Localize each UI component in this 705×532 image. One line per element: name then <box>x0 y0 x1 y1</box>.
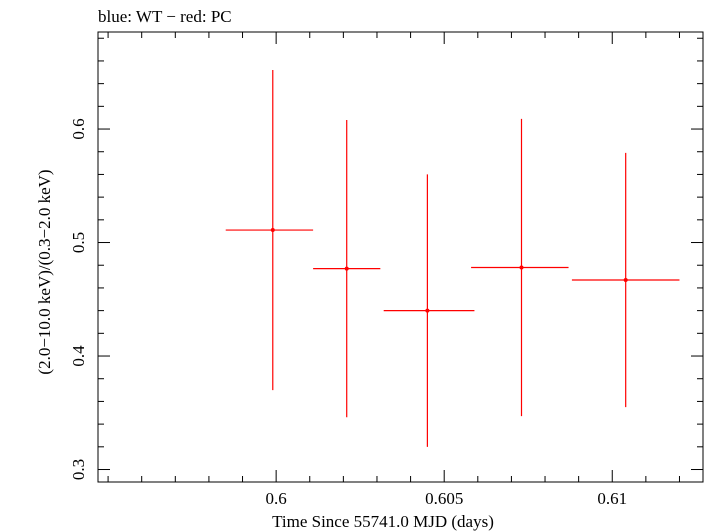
y-tick-label: 0.6 <box>69 118 88 139</box>
data-marks <box>225 70 680 447</box>
data-point <box>225 70 314 391</box>
x-axis-label: Time Since 55741.0 MJD (days) <box>272 512 494 531</box>
plot-frame <box>97 31 704 483</box>
point-marker <box>344 266 349 271</box>
data-point <box>313 119 381 418</box>
data-point <box>383 174 475 447</box>
y-tick-label: 0.5 <box>69 232 88 253</box>
x-tick-label: 0.605 <box>425 489 463 508</box>
point-marker <box>425 308 430 313</box>
point-marker <box>623 277 628 282</box>
x-tick-label: 0.61 <box>597 489 627 508</box>
point-marker <box>270 228 275 233</box>
data-point <box>471 118 569 417</box>
axis-ticks <box>98 32 703 482</box>
y-tick-label: 0.4 <box>69 345 88 367</box>
y-tick-label: 0.3 <box>69 459 88 480</box>
y-axis-label: (2.0−10.0 keV)/(0.3−2.0 keV) <box>35 169 54 374</box>
chart-title: blue: WT − red: PC <box>98 7 232 26</box>
tick-labels: 0.6 0.605 0.61 0.3 0.4 0.5 0.6 <box>69 118 627 508</box>
data-point <box>571 152 680 408</box>
point-marker <box>519 265 524 270</box>
x-tick-label: 0.6 <box>266 489 287 508</box>
